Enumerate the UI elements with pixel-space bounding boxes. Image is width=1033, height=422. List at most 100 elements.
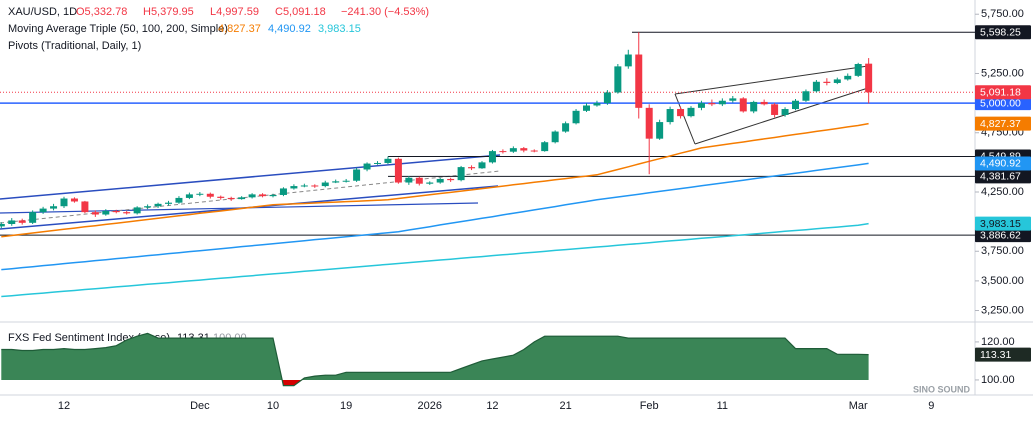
candle-body [541, 142, 549, 152]
ma-value: 4,490.92 [268, 23, 311, 35]
ma-box-label: 3,983.15 [980, 218, 1021, 230]
candle-body [374, 162, 381, 164]
pivot-box-label: 3,886.62 [980, 229, 1021, 241]
pivot-box [975, 228, 1031, 243]
candle-body [332, 181, 340, 183]
indicator-box [975, 347, 1031, 362]
candle-body [18, 220, 26, 223]
candle-body [353, 169, 361, 181]
x-tick-label: 11 [717, 400, 728, 412]
x-tick-label: 21 [559, 400, 571, 412]
candle-body [50, 206, 58, 209]
trend-line [0, 154, 501, 200]
ma-box [975, 156, 1031, 171]
candle-body [81, 201, 89, 213]
candle-body [384, 158, 392, 163]
ma-box-label: 4,827.37 [980, 118, 1021, 130]
open-value: O5,332.78 [76, 6, 127, 18]
candle-body [697, 103, 705, 108]
candle-body [300, 185, 308, 187]
ma-box [975, 216, 1031, 231]
candle-body [123, 212, 131, 214]
candle-body [279, 188, 287, 195]
candle-body [133, 207, 141, 214]
candle-body [468, 167, 476, 169]
candle-body [290, 186, 298, 189]
candle-body [687, 107, 695, 117]
candle-body [102, 210, 110, 215]
wedge-line [694, 87, 869, 145]
x-tick-label: Dec [190, 400, 210, 412]
x-tick-label: 19 [340, 400, 352, 412]
indicator-box-label: 113.31 [980, 349, 1011, 361]
candle-body [478, 162, 486, 169]
y-tick-label: 3,250.00 [981, 304, 1024, 316]
x-tick-label: 9 [928, 400, 934, 412]
x-tick-label: 10 [267, 400, 279, 412]
indicator-line [1, 332, 869, 387]
candle-body [185, 194, 193, 198]
y-tick-label: 5,250.00 [981, 67, 1024, 79]
candle-body [311, 185, 319, 187]
candle-body [551, 131, 559, 143]
moving-average-line [1, 222, 869, 298]
candle-body [854, 64, 862, 76]
candle-body [0, 224, 5, 227]
ma-value: 3,983.15 [318, 23, 361, 35]
y-tick-label: 5,750.00 [981, 8, 1024, 20]
candle-body [823, 81, 831, 83]
candle-body [708, 103, 716, 105]
hline-box [975, 96, 1031, 111]
price-box-label: 5,091.18 [980, 87, 1021, 99]
y-tick-label: 3,750.00 [981, 245, 1024, 257]
hline-box-label: 5,000.00 [980, 97, 1021, 109]
x-tick-label: Mar [849, 400, 868, 412]
x-tick-label: 12 [486, 400, 498, 412]
candle-body [363, 163, 371, 170]
candle-body [259, 194, 267, 197]
candle-body [792, 100, 799, 110]
y-tick-label: 120.00 [981, 336, 1015, 348]
change-value: −241.30 (−4.53%) [341, 6, 429, 18]
watermark: SINO SOUND [913, 384, 971, 394]
candle-body [8, 220, 16, 224]
candle-body [499, 151, 507, 153]
candle-body [447, 178, 455, 181]
candle-body [865, 63, 873, 93]
candle-body [645, 107, 653, 139]
y-tick-label: 100.00 [981, 374, 1015, 386]
candle-body [520, 148, 528, 151]
price-box [975, 85, 1031, 100]
candle-body [457, 167, 465, 181]
moving-average-line [1, 162, 869, 271]
candle-body [426, 182, 434, 184]
ma-box [975, 116, 1031, 131]
candle-body [112, 210, 120, 213]
x-tick-label: 12 [58, 400, 70, 412]
candle-body [624, 54, 632, 67]
candle-body [175, 197, 183, 203]
pivot-box-label: 4,381.67 [980, 171, 1021, 183]
candle-body [248, 194, 256, 198]
candle-body [39, 208, 47, 213]
candle-body [781, 109, 789, 115]
candle-body [666, 109, 674, 123]
candle-body [144, 206, 152, 208]
candle-body [342, 180, 350, 182]
x-tick-label: 2026 [418, 400, 442, 412]
candle-body [750, 101, 758, 112]
pivot-box [975, 169, 1031, 184]
candle-body [844, 75, 852, 80]
candle-body [614, 66, 622, 93]
wedge-line [674, 93, 696, 145]
candle-body [154, 203, 162, 207]
candle-body [238, 197, 246, 200]
candle-body [227, 197, 235, 200]
candle-body [29, 212, 37, 223]
candle-body [833, 79, 841, 83]
indicator-area-negative [282, 379, 302, 386]
pivot-box [975, 25, 1031, 40]
candle-body [583, 105, 590, 111]
candle-body [802, 91, 810, 101]
candle-body [60, 198, 68, 207]
